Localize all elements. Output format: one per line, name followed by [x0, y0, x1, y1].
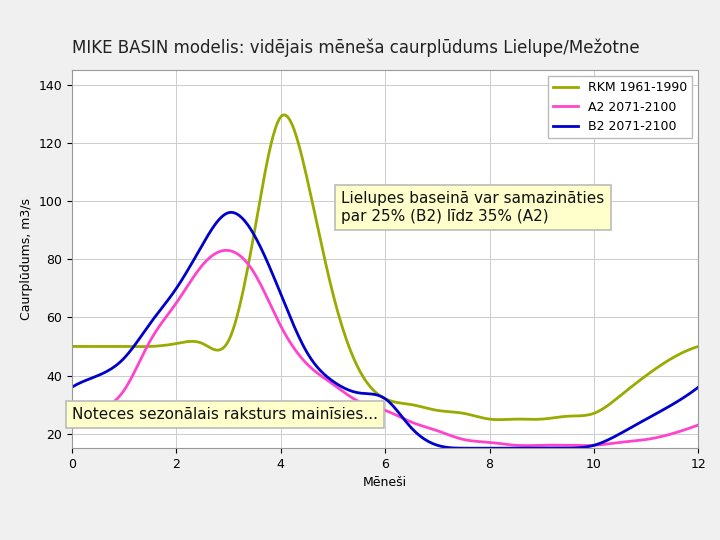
B2 2071-2100: [70, 383, 78, 389]
A2 2071-2100: [453, 435, 462, 441]
B2 2071-2100: [227, 209, 235, 215]
RKM 1961-1990: [495, 416, 504, 423]
A2 2071-2100: [694, 422, 703, 428]
RKM 1961-1990: [279, 112, 288, 118]
RKM 1961-1990: [70, 343, 78, 350]
B2 2071-2100: [639, 417, 648, 423]
B2 2071-2100: [694, 384, 703, 390]
B2 2071-2100: [443, 444, 451, 450]
Text: Noteces sezonālais raksturs mainīsies...: Noteces sezonālais raksturs mainīsies...: [72, 407, 378, 422]
RKM 1961-1990: [600, 405, 608, 411]
B2 2071-2100: [441, 444, 449, 450]
A2 2071-2100: [522, 442, 531, 449]
B2 2071-2100: [554, 445, 562, 451]
B2 2071-2100: [68, 384, 76, 390]
A2 2071-2100: [70, 417, 78, 424]
A2 2071-2100: [639, 436, 648, 443]
A2 2071-2100: [222, 247, 231, 254]
RKM 1961-1990: [694, 343, 703, 350]
Line: A2 2071-2100: A2 2071-2100: [72, 251, 698, 446]
A2 2071-2100: [441, 430, 449, 437]
Text: Lielupes baseinā var samazināties
par 25% (B2) līdz 35% (A2): Lielupes baseinā var samazināties par 25…: [341, 191, 605, 224]
X-axis label: Mēneši: Mēneši: [363, 476, 408, 489]
Y-axis label: Caurplūdums, m3/s: Caurplūdums, m3/s: [20, 198, 33, 320]
RKM 1961-1990: [441, 408, 449, 415]
A2 2071-2100: [68, 419, 76, 426]
Line: RKM 1961-1990: RKM 1961-1990: [72, 115, 698, 420]
RKM 1961-1990: [639, 374, 648, 381]
B2 2071-2100: [600, 438, 608, 445]
A2 2071-2100: [600, 441, 608, 448]
A2 2071-2100: [443, 431, 451, 437]
RKM 1961-1990: [453, 409, 462, 416]
RKM 1961-1990: [68, 343, 76, 350]
Line: B2 2071-2100: B2 2071-2100: [72, 212, 698, 448]
B2 2071-2100: [453, 445, 462, 451]
Text: MIKE BASIN modelis: vidējais mēneša caurplūdums Lielupe/Mežotne: MIKE BASIN modelis: vidējais mēneša caur…: [72, 38, 639, 57]
Legend: RKM 1961-1990, A2 2071-2100, B2 2071-2100: RKM 1961-1990, A2 2071-2100, B2 2071-210…: [548, 77, 692, 138]
RKM 1961-1990: [443, 408, 451, 415]
